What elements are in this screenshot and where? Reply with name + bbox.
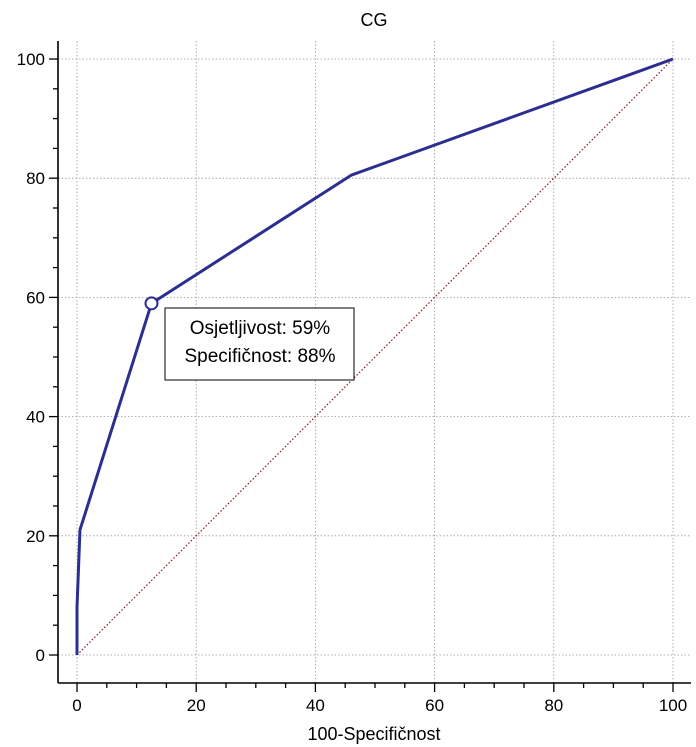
annotation-box: Osjetljivost: 59% Specifičnost: 88%: [164, 307, 355, 381]
series-group: [75, 57, 674, 656]
y-tick-label: 40: [26, 408, 45, 427]
x-tick-label: 0: [72, 696, 81, 715]
y-tick-label: 80: [26, 169, 45, 188]
grid: [58, 41, 691, 683]
axes: [49, 41, 691, 692]
x-tick-label: 20: [187, 696, 206, 715]
y-tick-label: 60: [26, 288, 45, 307]
x-tick-label: 80: [544, 696, 563, 715]
annotation-frame: [164, 307, 355, 381]
y-tick-label: 0: [36, 646, 45, 665]
x-tick-label: 60: [425, 696, 444, 715]
roc-curve-line: [75, 57, 674, 655]
y-tick-label: 100: [17, 50, 45, 69]
tick-labels: 0 20 40 60 80 100 0 20 40 60 80 100: [17, 50, 688, 715]
x-tick-label: 40: [306, 696, 325, 715]
optimal-point-marker: [144, 296, 159, 311]
reference-diagonal-line: [76, 58, 674, 656]
annotation-line-specificity: Specifičnost: 88%: [184, 346, 335, 367]
x-axis-title: 100-Specifičnost: [307, 724, 440, 744]
x-tick-label: 100: [659, 696, 687, 715]
y-tick-label: 20: [26, 527, 45, 546]
chart-title: CG: [361, 10, 388, 30]
annotation-line-sensitivity: Osjetljivost: 59%: [190, 318, 331, 339]
